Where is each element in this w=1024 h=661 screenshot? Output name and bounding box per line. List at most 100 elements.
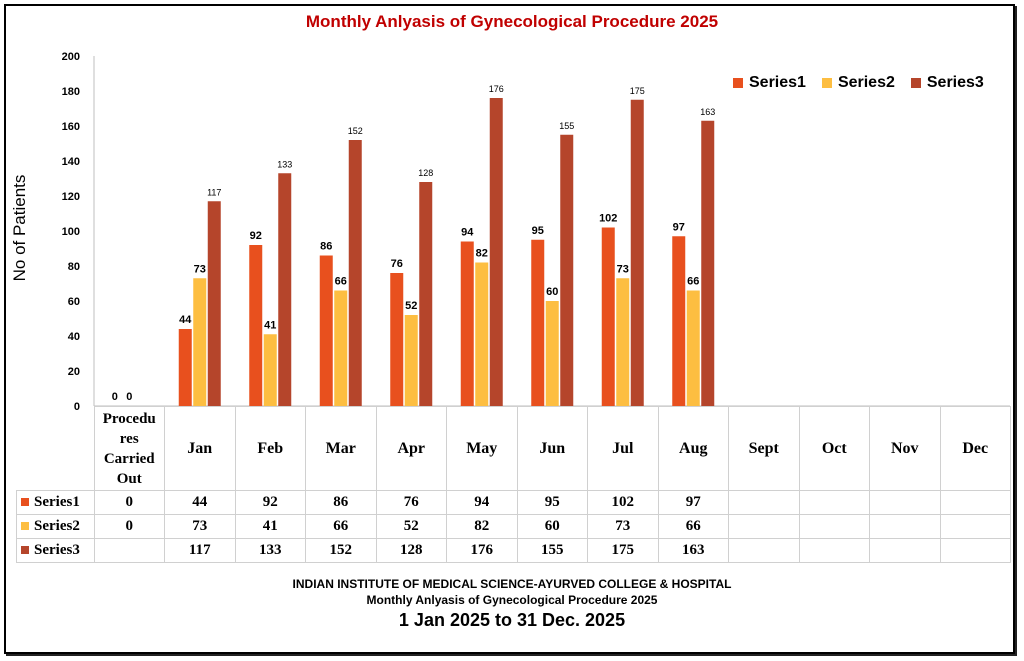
bar-series1 bbox=[531, 239, 545, 406]
y-tick-label: 40 bbox=[68, 331, 80, 343]
table-header-cell: Oct bbox=[798, 406, 870, 491]
table-cell bbox=[728, 490, 800, 515]
table-row-swatch bbox=[21, 498, 29, 506]
table-header-cell: Feb bbox=[234, 406, 306, 491]
chart-frame bbox=[4, 4, 1015, 654]
table-row: Series3 117 133 152 128 176 155 175 163 bbox=[16, 538, 1011, 563]
table-cell: 152 bbox=[305, 538, 377, 563]
data-label-series3: 133 bbox=[277, 159, 292, 169]
bar-series2 bbox=[545, 301, 559, 406]
table-cell: 73 bbox=[587, 514, 659, 539]
table-header-cell: Dec bbox=[939, 406, 1011, 491]
y-tick-label: 160 bbox=[62, 121, 80, 133]
table-cell bbox=[728, 514, 800, 539]
data-label-series1: 102 bbox=[599, 213, 617, 225]
table-cell: 175 bbox=[587, 538, 659, 563]
bar-series1 bbox=[460, 241, 474, 406]
table-cell: 86 bbox=[305, 490, 377, 515]
data-label-series2: 73 bbox=[617, 263, 629, 275]
y-tick-label: 60 bbox=[68, 296, 80, 308]
bar-series1 bbox=[178, 329, 192, 406]
table-header-cell: Mar bbox=[305, 406, 377, 491]
footer-date-range: 1 Jan 2025 to 31 Dec. 2025 bbox=[398, 610, 626, 630]
table-header-cell: Sept bbox=[728, 406, 800, 491]
data-label-series1: 94 bbox=[461, 227, 474, 239]
table-row: Series1 0 44 92 86 76 94 95 102 97 bbox=[16, 490, 1011, 515]
table-cell: 44 bbox=[164, 490, 236, 515]
table-row-swatch bbox=[21, 546, 29, 554]
table-cell: 95 bbox=[516, 490, 588, 515]
data-label-series3: 163 bbox=[700, 107, 715, 117]
table-header-cell: May bbox=[446, 406, 518, 491]
table-row-label: Series2 bbox=[34, 518, 80, 534]
table-cell bbox=[869, 490, 941, 515]
bar-series2 bbox=[686, 290, 700, 406]
table-cell: 76 bbox=[375, 490, 447, 515]
table-cell bbox=[939, 538, 1011, 563]
table-header-cell: Jun bbox=[516, 406, 588, 491]
data-label-series1: 86 bbox=[320, 241, 332, 253]
bar-series1 bbox=[601, 227, 615, 406]
table-cell bbox=[939, 514, 1011, 539]
data-label-series3: 128 bbox=[418, 168, 433, 178]
table-row-header: Series1 bbox=[16, 490, 95, 515]
table-cell bbox=[93, 538, 165, 563]
bar-series3 bbox=[278, 173, 292, 406]
bar-series3 bbox=[207, 201, 221, 406]
data-label-series1: 0 bbox=[112, 391, 118, 403]
table-cell: 117 bbox=[164, 538, 236, 563]
table-cell: 128 bbox=[375, 538, 447, 563]
data-label-series2: 52 bbox=[405, 300, 417, 312]
legend-item-series1: Series1 bbox=[733, 74, 806, 92]
y-tick-label: 200 bbox=[62, 51, 80, 63]
legend-swatch-series2 bbox=[821, 78, 832, 88]
bar-series2 bbox=[616, 278, 630, 406]
bar-series3 bbox=[630, 99, 644, 406]
table-cell: 60 bbox=[516, 514, 588, 539]
data-label-series2: 66 bbox=[687, 276, 699, 288]
table-header-cell: Jul bbox=[587, 406, 659, 491]
table-cell bbox=[798, 514, 870, 539]
footer-institution: INDIAN INSTITUTE OF MEDICAL SCIENCE-AYUR… bbox=[292, 577, 732, 591]
y-tick-label: 20 bbox=[68, 366, 80, 378]
table-cell bbox=[869, 514, 941, 539]
table-cell: 176 bbox=[446, 538, 518, 563]
table-cell: 0 bbox=[93, 490, 165, 515]
table-row-label: Series1 bbox=[34, 494, 80, 510]
table-cell: 82 bbox=[446, 514, 518, 539]
legend-label-series3: Series3 bbox=[926, 74, 984, 91]
bar-series2 bbox=[193, 278, 207, 406]
data-label-series1: 92 bbox=[250, 230, 262, 242]
legend-swatch-series3 bbox=[910, 78, 921, 88]
table-cell: 92 bbox=[234, 490, 306, 515]
data-label-series2: 66 bbox=[335, 276, 347, 288]
bar-series3 bbox=[560, 134, 574, 406]
data-table: Procedu res Carried Out Jan Feb Mar Apr May Ju… bbox=[16, 406, 1011, 563]
y-tick-label: 140 bbox=[62, 156, 80, 168]
footer: INDIAN INSTITUTE OF MEDICAL SCIENCE-AYUR… bbox=[0, 577, 1024, 631]
data-label-series1: 97 bbox=[673, 221, 685, 233]
legend-item-series2: Series2 bbox=[821, 74, 895, 92]
table-row: Series2 0 73 41 66 52 82 60 73 66 bbox=[16, 514, 1011, 539]
table-cell bbox=[869, 538, 941, 563]
table-cell: 94 bbox=[446, 490, 518, 515]
footer-subtitle: Monthly Anlyasis of Gynecological Proced… bbox=[366, 593, 658, 607]
y-tick-label: 100 bbox=[62, 226, 80, 238]
data-label-series2: 41 bbox=[264, 319, 276, 331]
table-cell bbox=[939, 490, 1011, 515]
table-cell: 102 bbox=[587, 490, 659, 515]
bar-series3 bbox=[701, 120, 715, 406]
table-cell: 66 bbox=[305, 514, 377, 539]
table-row-header: Series2 bbox=[16, 514, 95, 539]
table-cell: 0 bbox=[93, 514, 165, 539]
legend-label-series2: Series2 bbox=[837, 74, 895, 91]
table-cell: 73 bbox=[164, 514, 236, 539]
data-label-series3: 155 bbox=[559, 121, 574, 131]
data-label-series1: 44 bbox=[179, 314, 192, 326]
bar-series1 bbox=[249, 245, 263, 406]
table-cell bbox=[798, 538, 870, 563]
y-tick-label: 80 bbox=[68, 261, 80, 273]
bar-series1 bbox=[319, 255, 333, 406]
table-header-row: Procedu res Carried Out Jan Feb Mar Apr May Ju… bbox=[16, 406, 1011, 491]
table-header-cell: Aug bbox=[657, 406, 729, 491]
